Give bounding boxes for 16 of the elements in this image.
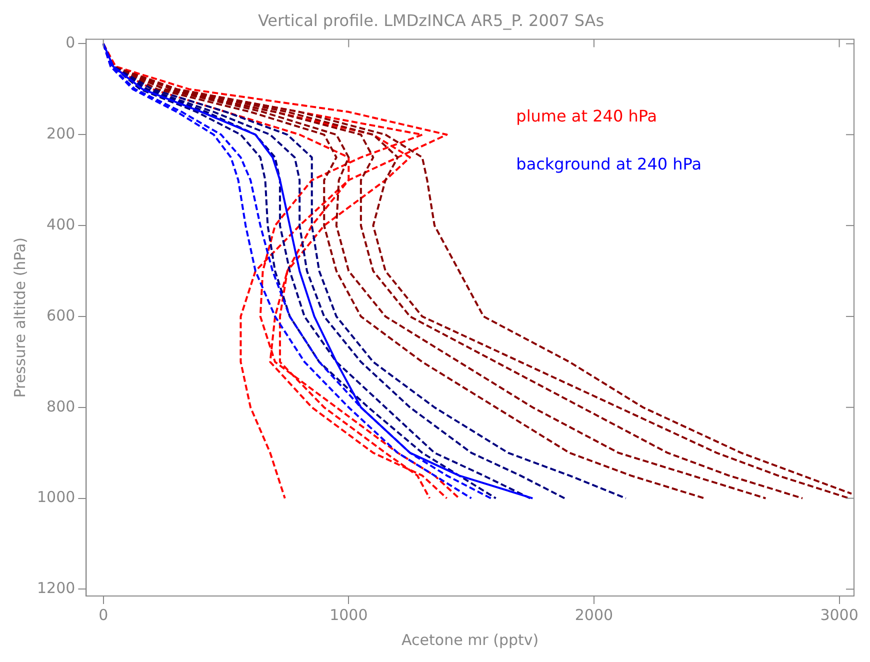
y-tick-label: 400 <box>46 215 76 234</box>
y-tick-label: 1000 <box>36 488 76 506</box>
text: plume at 240 hPa <box>516 106 658 126</box>
x-tick-label: 1000 <box>330 606 368 624</box>
x-tick-label: 2000 <box>574 606 614 624</box>
chart-title: Vertical profile. LMDzINCA AR5_P. 2007 SAs <box>258 10 604 30</box>
x-axis-title: Acetone mr (pptv) <box>402 630 539 649</box>
x-tick-label: 0 <box>98 606 108 624</box>
text: background at 240 hPa <box>516 154 702 174</box>
y-tick-label: 0 <box>66 34 76 52</box>
y-tick-label: 600 <box>46 306 76 324</box>
y-tick-label: 200 <box>46 124 76 143</box>
x-tick-label: 3000 <box>820 606 858 624</box>
y-tick-label: 800 <box>46 397 76 416</box>
y-tick-label: 1200 <box>36 579 76 598</box>
y-axis-title: Pressure altitde (hPa) <box>10 237 29 398</box>
